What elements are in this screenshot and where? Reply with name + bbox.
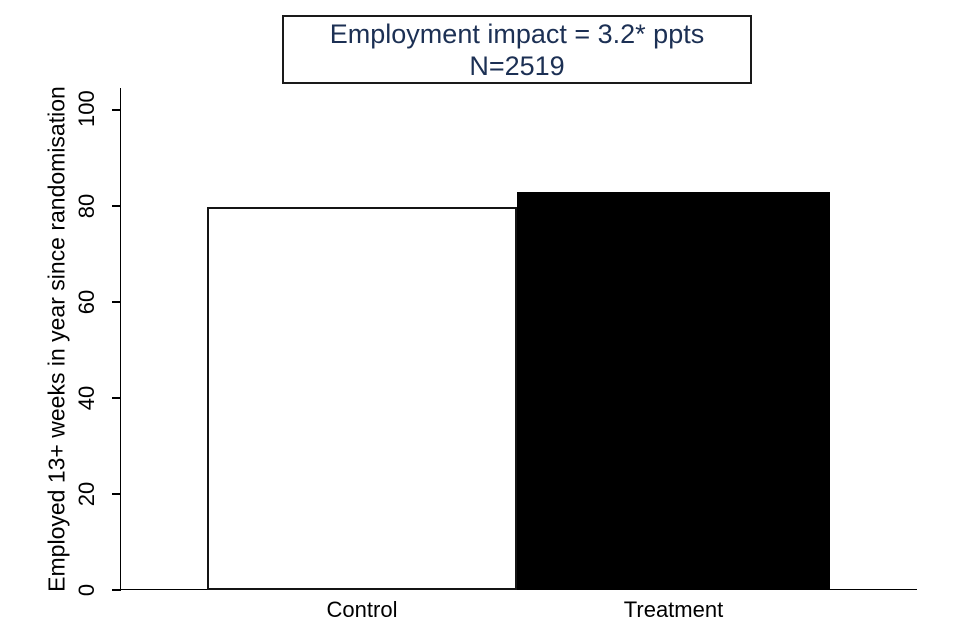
y-tick-label: 0 [74,583,99,597]
tick-mark-icon [112,589,121,591]
tick-mark-icon [112,109,121,111]
y-tick-label: 100 [74,90,99,127]
y-tick-label: 40 [74,385,99,411]
chart-subtitle-sample-size: N=2519 [469,50,565,81]
bar-control [207,207,517,590]
y-tick-label: 20 [74,481,99,507]
tick-mark-icon [112,397,121,399]
tick-mark-icon [112,205,121,207]
chart-title: Employment impact = 3.2* ppts [329,18,705,49]
y-tick-label: 60 [74,289,99,315]
plot-area: 0 20 40 60 80 100 [74,90,917,596]
x-category-label-control: Control [326,597,398,622]
y-axis-line [119,88,121,590]
y-tick-label: 80 [74,193,99,219]
y-axis-title: Employed 13+ weeks in year since randomi… [43,86,70,592]
x-axis-labels: Control Treatment [121,597,917,627]
x-category-label-treatment: Treatment [623,597,724,622]
bar-treatment [517,192,830,590]
tick-mark-icon [112,301,121,303]
tick-mark-icon [112,493,121,495]
chart-title-box: Employment impact = 3.2* ppts N=2519 [282,15,752,84]
